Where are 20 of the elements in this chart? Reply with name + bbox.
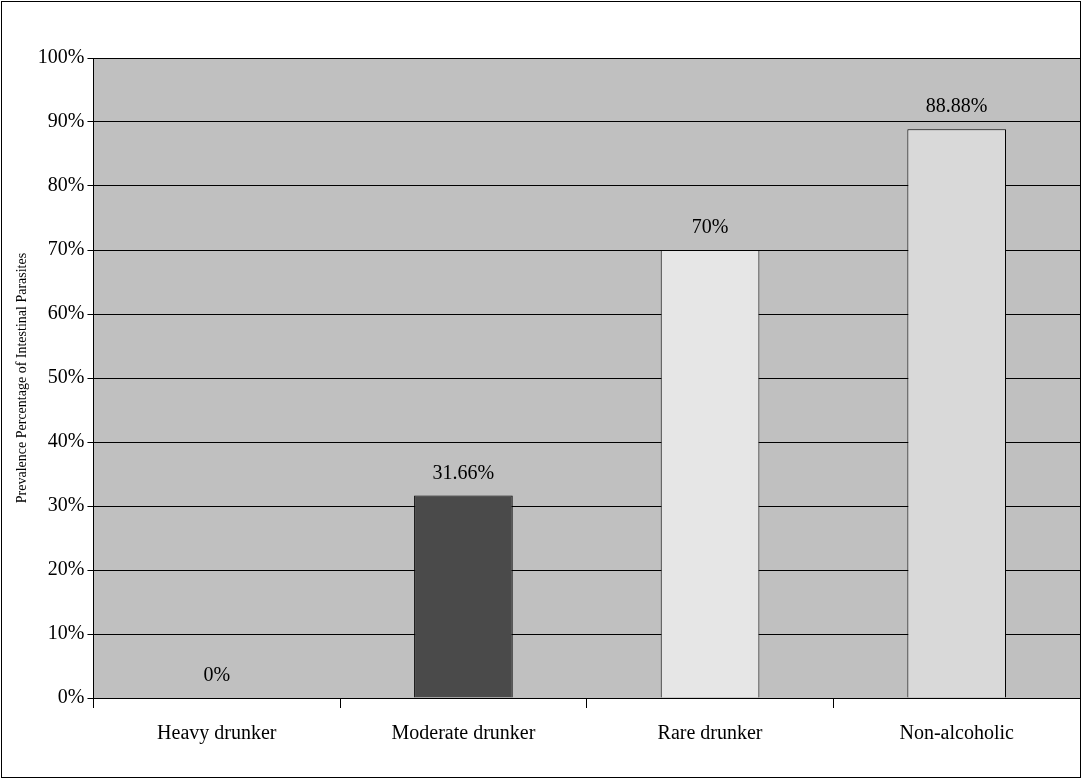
y-tick-label: 60% (47, 301, 85, 324)
y-tick-label: 30% (47, 493, 85, 516)
y-tick-label: 40% (47, 429, 85, 452)
x-tick-label: Heavy drunker (157, 721, 277, 745)
y-tick-label: 10% (47, 621, 85, 644)
data-label: 0% (203, 663, 231, 686)
y-axis-title: Prevalence Percentage of Intestinal Parasites (14, 252, 30, 504)
data-label: 31.66% (432, 460, 495, 483)
data-label: 88.88% (925, 94, 988, 117)
data-label: 70% (691, 215, 729, 238)
y-tick-label: 0% (57, 685, 85, 708)
y-tick-label: 50% (47, 365, 85, 388)
y-tick-label: 70% (47, 237, 85, 260)
x-tick-label: Rare drunker (657, 721, 763, 744)
x-tick-label: Moderate drunker (391, 721, 536, 744)
y-tick-label: 100% (37, 45, 85, 68)
y-tick-label: 80% (47, 173, 85, 196)
y-tick-label: 20% (47, 557, 85, 580)
x-tick-label: Non-alcoholic (899, 721, 1015, 744)
y-tick-label: 90% (47, 109, 85, 132)
